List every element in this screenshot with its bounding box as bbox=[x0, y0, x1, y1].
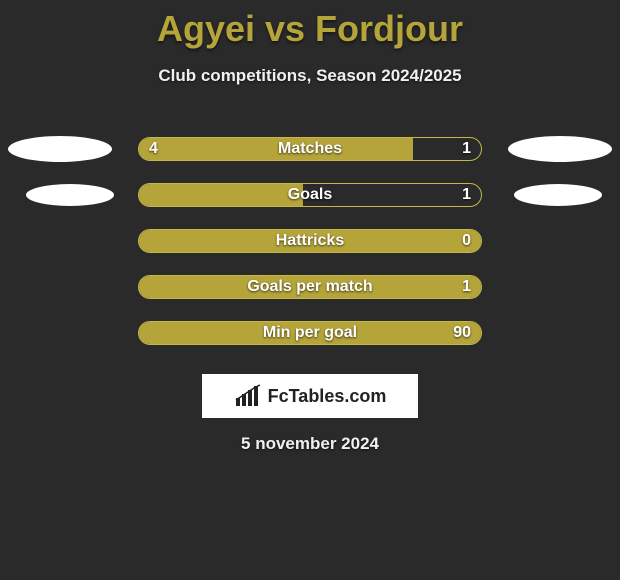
stat-bar-left-fill bbox=[139, 230, 481, 252]
stat-value-right: 90 bbox=[453, 324, 471, 342]
stat-bar: 1Goals per match bbox=[138, 275, 482, 299]
stat-bar: 41Matches bbox=[138, 137, 482, 161]
decor-ellipse bbox=[26, 184, 114, 206]
stat-bar-left-fill bbox=[139, 138, 413, 160]
decor-ellipse bbox=[8, 136, 112, 162]
stat-row: 90Min per goal bbox=[0, 310, 620, 356]
stat-bar: 90Min per goal bbox=[138, 321, 482, 345]
brand-chart-icon bbox=[234, 384, 262, 408]
stat-value-right: 1 bbox=[462, 140, 471, 158]
stat-bar: 1Goals bbox=[138, 183, 482, 207]
stat-row: 1Goals per match bbox=[0, 264, 620, 310]
decor-ellipse bbox=[508, 136, 612, 162]
stat-value-right: 1 bbox=[462, 186, 471, 204]
date-label: 5 november 2024 bbox=[0, 434, 620, 454]
stat-bar: 0Hattricks bbox=[138, 229, 482, 253]
stat-row: 1Goals bbox=[0, 172, 620, 218]
subtitle: Club competitions, Season 2024/2025 bbox=[0, 66, 620, 86]
brand-badge: FcTables.com bbox=[202, 374, 418, 418]
stat-value-right: 1 bbox=[462, 278, 471, 296]
stat-row: 0Hattricks bbox=[0, 218, 620, 264]
decor-ellipse bbox=[514, 184, 602, 206]
stat-bar-left-fill bbox=[139, 276, 481, 298]
stat-bar-left-fill bbox=[139, 184, 303, 206]
stat-value-right: 0 bbox=[462, 232, 471, 250]
stat-row: 41Matches bbox=[0, 126, 620, 172]
brand-text: FcTables.com bbox=[268, 386, 387, 407]
stat-rows: 41Matches1Goals0Hattricks1Goals per matc… bbox=[0, 126, 620, 356]
stat-bar-left-fill bbox=[139, 322, 481, 344]
stat-bar-right-fill bbox=[303, 184, 481, 206]
stat-value-left: 4 bbox=[149, 140, 158, 158]
page-title: Agyei vs Fordjour bbox=[0, 0, 620, 50]
